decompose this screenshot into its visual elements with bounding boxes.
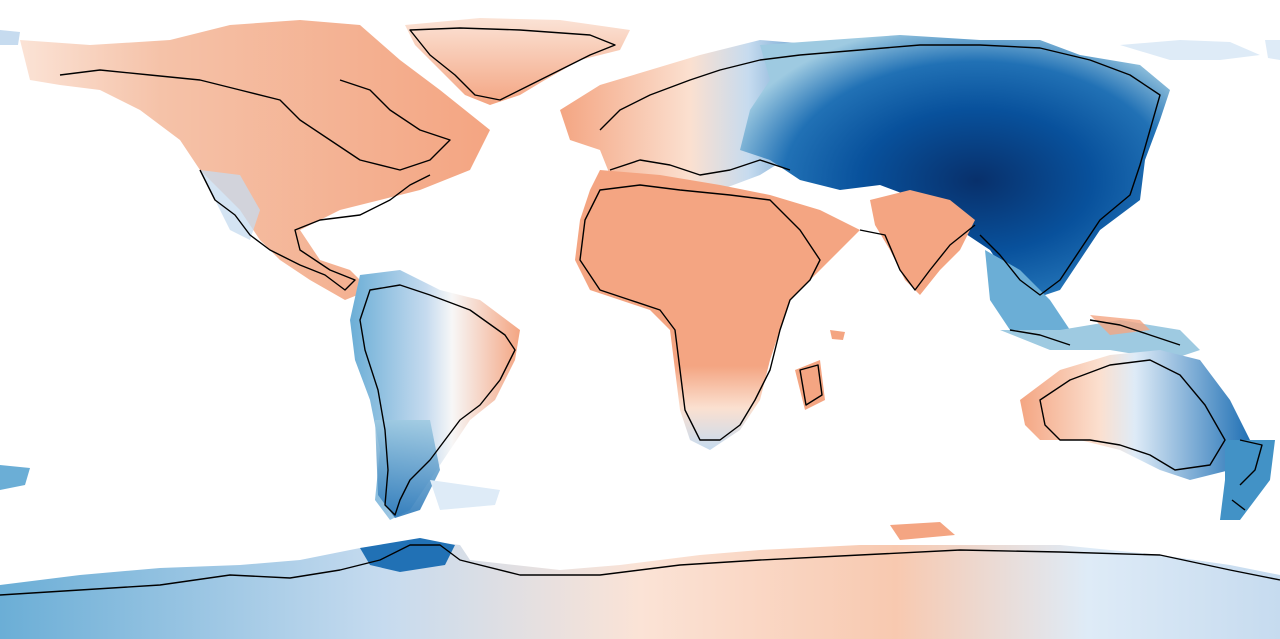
coastline-europe (599, 54, 801, 176)
region-greenland (405, 18, 630, 105)
coastline-south-america (359, 284, 516, 516)
coastline-asia (799, 44, 1161, 296)
region-north-america (20, 20, 490, 300)
coastline-north-america (59, 69, 451, 291)
coastline-maritime-asia (1009, 319, 1181, 346)
coastline-greenland (409, 27, 616, 101)
coastline-new-zealand (1231, 439, 1263, 511)
region-antarctica (0, 522, 1280, 639)
region-edge-patches (0, 30, 1280, 490)
coastlines (0, 27, 1280, 596)
coastline-australia (1039, 359, 1226, 471)
region-south-america (350, 270, 520, 520)
coastline-africa (579, 184, 821, 441)
region-asia (740, 35, 1170, 340)
region-india (870, 190, 975, 295)
region-australia (1020, 350, 1275, 520)
region-africa (575, 170, 860, 450)
coastline-madagascar (799, 364, 823, 406)
coastline-antarctica (0, 544, 1280, 596)
